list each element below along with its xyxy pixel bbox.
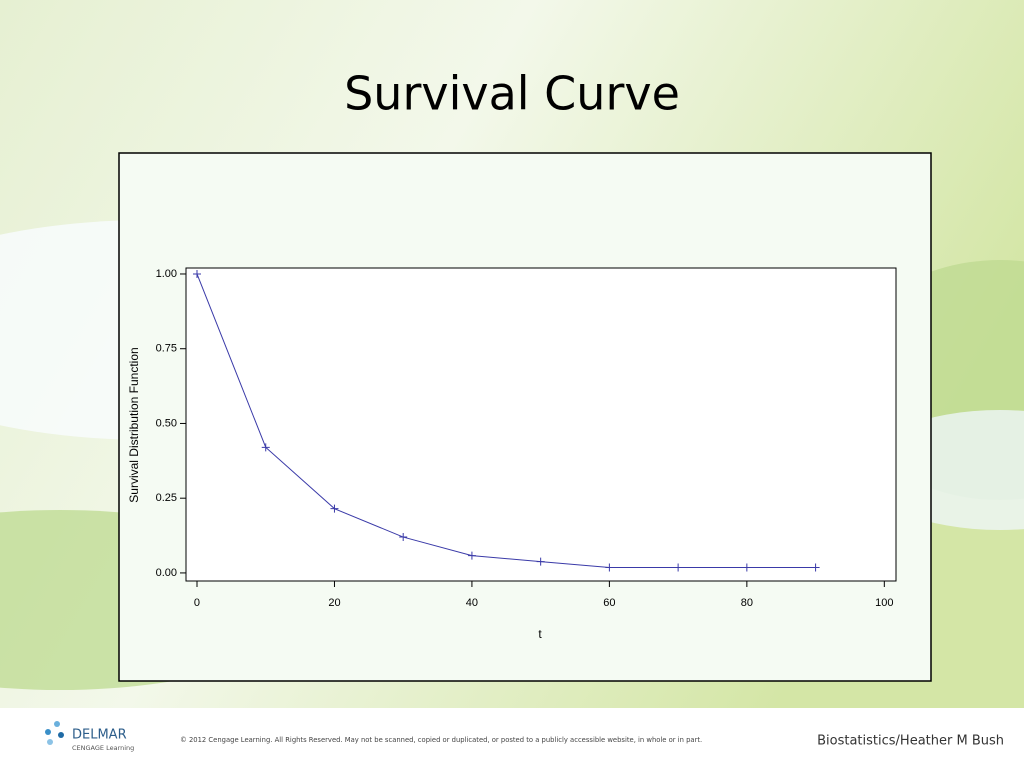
plot-area [185, 267, 897, 582]
point-marker [467, 551, 476, 560]
logo-dot [58, 732, 64, 738]
point-marker [399, 533, 408, 542]
y-tick-label: 0.25 [156, 492, 177, 504]
credit: Biostatistics/Heather M Bush [817, 734, 1004, 749]
x-tick-label: 0 [194, 597, 200, 609]
logo-dot [45, 729, 51, 735]
x-axis-label: t [538, 627, 542, 641]
point-marker [605, 563, 614, 572]
point-marker [742, 563, 751, 572]
point-marker [261, 443, 270, 452]
x-tick-label: 20 [328, 597, 340, 609]
y-tick-label: 0.50 [156, 417, 177, 429]
point-marker [192, 269, 201, 278]
logo-subtext: CENGAGE Learning [72, 744, 134, 752]
point-marker [330, 504, 339, 513]
x-tick-label: 80 [741, 597, 753, 609]
copyright: © 2012 Cengage Learning. All Rights Rese… [180, 736, 702, 744]
point-marker [536, 557, 545, 566]
y-tick-label: 0.75 [156, 343, 177, 355]
x-tick-label: 40 [466, 597, 478, 609]
logo-dot [54, 721, 60, 727]
y-tick-label: 0.00 [156, 567, 177, 579]
logo-dot [47, 739, 53, 745]
point-marker [811, 563, 820, 572]
x-tick-label: 60 [603, 597, 615, 609]
x-tick-label: 100 [875, 597, 893, 609]
logo [45, 721, 64, 745]
slide-title: Survival Curve [344, 67, 680, 121]
survival-line [196, 273, 816, 569]
y-axis-label: Survival Distribution Function [127, 347, 141, 502]
point-marker [674, 563, 683, 572]
y-tick-label: 1.00 [156, 268, 177, 280]
footer-bar [0, 708, 1024, 768]
logo-text: DELMAR [72, 728, 127, 743]
